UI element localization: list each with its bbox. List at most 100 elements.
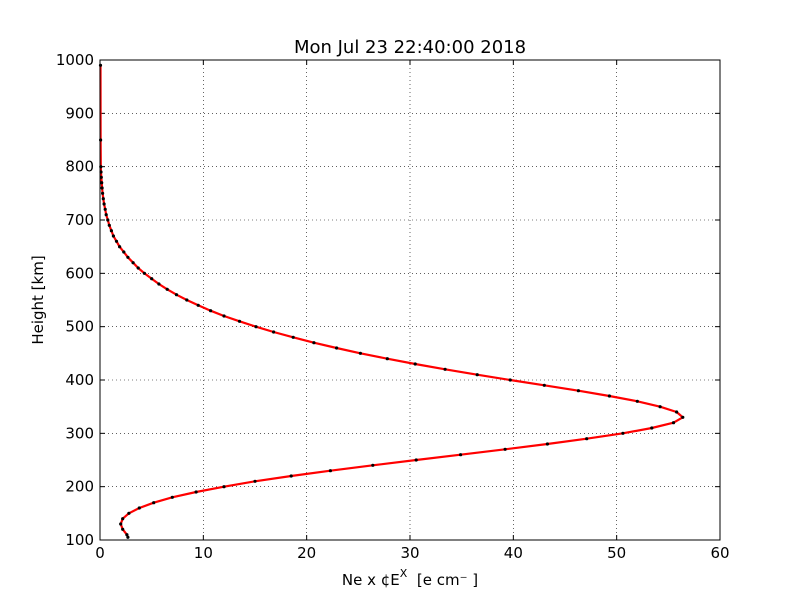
data-point — [459, 453, 463, 457]
x-tick-label: 0 — [95, 544, 105, 562]
data-point — [503, 447, 507, 451]
data-point — [254, 325, 258, 329]
x-tick-label: 40 — [504, 544, 523, 562]
data-point — [650, 426, 654, 430]
data-point — [671, 421, 676, 425]
data-point — [103, 207, 107, 211]
data-point — [137, 506, 141, 510]
data-point — [150, 277, 154, 281]
y-axis-label: Height [km] — [29, 255, 47, 344]
y-tick-label: 400 — [65, 371, 94, 389]
data-point — [414, 458, 418, 462]
y-tick-label: 200 — [65, 478, 94, 496]
data-point — [508, 378, 512, 382]
y-tick-label: 100 — [65, 531, 94, 549]
data-point — [196, 303, 200, 307]
data-point — [107, 223, 111, 227]
density-profile-line — [99, 65, 684, 538]
y-tick-label: 1000 — [56, 51, 94, 69]
data-point — [126, 255, 130, 259]
data-point — [101, 197, 105, 201]
data-point — [114, 239, 119, 243]
data-point — [237, 319, 242, 323]
y-tick-label: 900 — [65, 104, 94, 122]
data-point — [272, 330, 276, 334]
data-point — [194, 490, 198, 494]
data-point — [371, 463, 375, 467]
data-point — [99, 138, 103, 142]
data-point — [100, 181, 104, 185]
x-axis-ticks: 0 10 20 30 40 50 60 — [95, 60, 730, 562]
data-point — [125, 533, 129, 537]
data-point — [413, 362, 417, 366]
x-axis-label-base: Ne x ¢E — [342, 571, 400, 589]
data-point — [185, 298, 189, 302]
grid-lines — [99, 59, 721, 541]
data-point — [127, 511, 131, 515]
data-point — [358, 351, 362, 355]
chart-title: Mon Jul 23 22:40:00 2018 — [294, 37, 526, 58]
y-tick-label: 300 — [65, 424, 94, 442]
x-axis-label-unit: [e cm⁻ ] — [407, 571, 478, 589]
data-point — [635, 399, 639, 403]
data-point — [157, 282, 161, 286]
x-tick-label: 20 — [297, 544, 316, 562]
x-axis-label: Ne x ¢EX [e cm⁻ ] — [342, 567, 478, 589]
data-point — [328, 469, 332, 473]
data-point — [312, 341, 316, 345]
data-point — [136, 266, 140, 270]
data-point — [621, 431, 625, 435]
data-point — [289, 474, 293, 478]
data-point — [576, 389, 581, 393]
y-axis-ticks: 100 200 300 400 500 600 700 800 900 1000 — [56, 51, 720, 549]
data-point — [209, 309, 213, 313]
data-point — [118, 245, 122, 249]
data-point — [122, 250, 126, 254]
data-point — [443, 367, 447, 371]
density-profile-markers — [98, 63, 685, 539]
x-tick-label: 60 — [710, 544, 729, 562]
data-point — [119, 522, 123, 526]
data-point — [104, 213, 108, 217]
y-tick-label: 700 — [65, 211, 94, 229]
data-point — [681, 415, 685, 419]
data-point — [102, 202, 106, 206]
data-point — [335, 346, 339, 350]
data-point — [675, 410, 679, 414]
x-tick-label: 10 — [194, 544, 213, 562]
density-profile-series — [99, 65, 684, 538]
data-point — [658, 405, 662, 409]
plot-frame — [99, 59, 721, 541]
data-point — [106, 218, 110, 222]
y-tick-label: 600 — [65, 264, 94, 282]
data-point — [121, 517, 125, 521]
data-point — [253, 479, 257, 483]
y-tick-label: 500 — [65, 318, 94, 336]
data-point — [585, 437, 589, 441]
x-tick-label: 30 — [400, 544, 419, 562]
data-point — [222, 314, 226, 318]
data-point — [174, 293, 179, 297]
x-axis-label-superscript: X — [400, 567, 408, 580]
data-point — [111, 234, 115, 238]
data-point — [109, 229, 113, 233]
y-tick-label: 800 — [65, 158, 94, 176]
x-tick-label: 50 — [607, 544, 626, 562]
data-point — [142, 271, 146, 275]
data-point — [131, 261, 135, 265]
data-point — [222, 485, 226, 489]
data-point — [100, 186, 104, 190]
data-point — [291, 335, 295, 339]
data-point — [170, 495, 174, 499]
data-point — [475, 373, 479, 377]
data-point — [121, 527, 125, 531]
data-point — [165, 287, 169, 291]
data-point — [101, 191, 105, 195]
data-point — [152, 501, 156, 505]
data-point — [385, 357, 389, 361]
data-point — [607, 394, 612, 398]
data-point — [545, 442, 550, 446]
data-point — [126, 535, 130, 539]
data-point — [542, 383, 546, 387]
